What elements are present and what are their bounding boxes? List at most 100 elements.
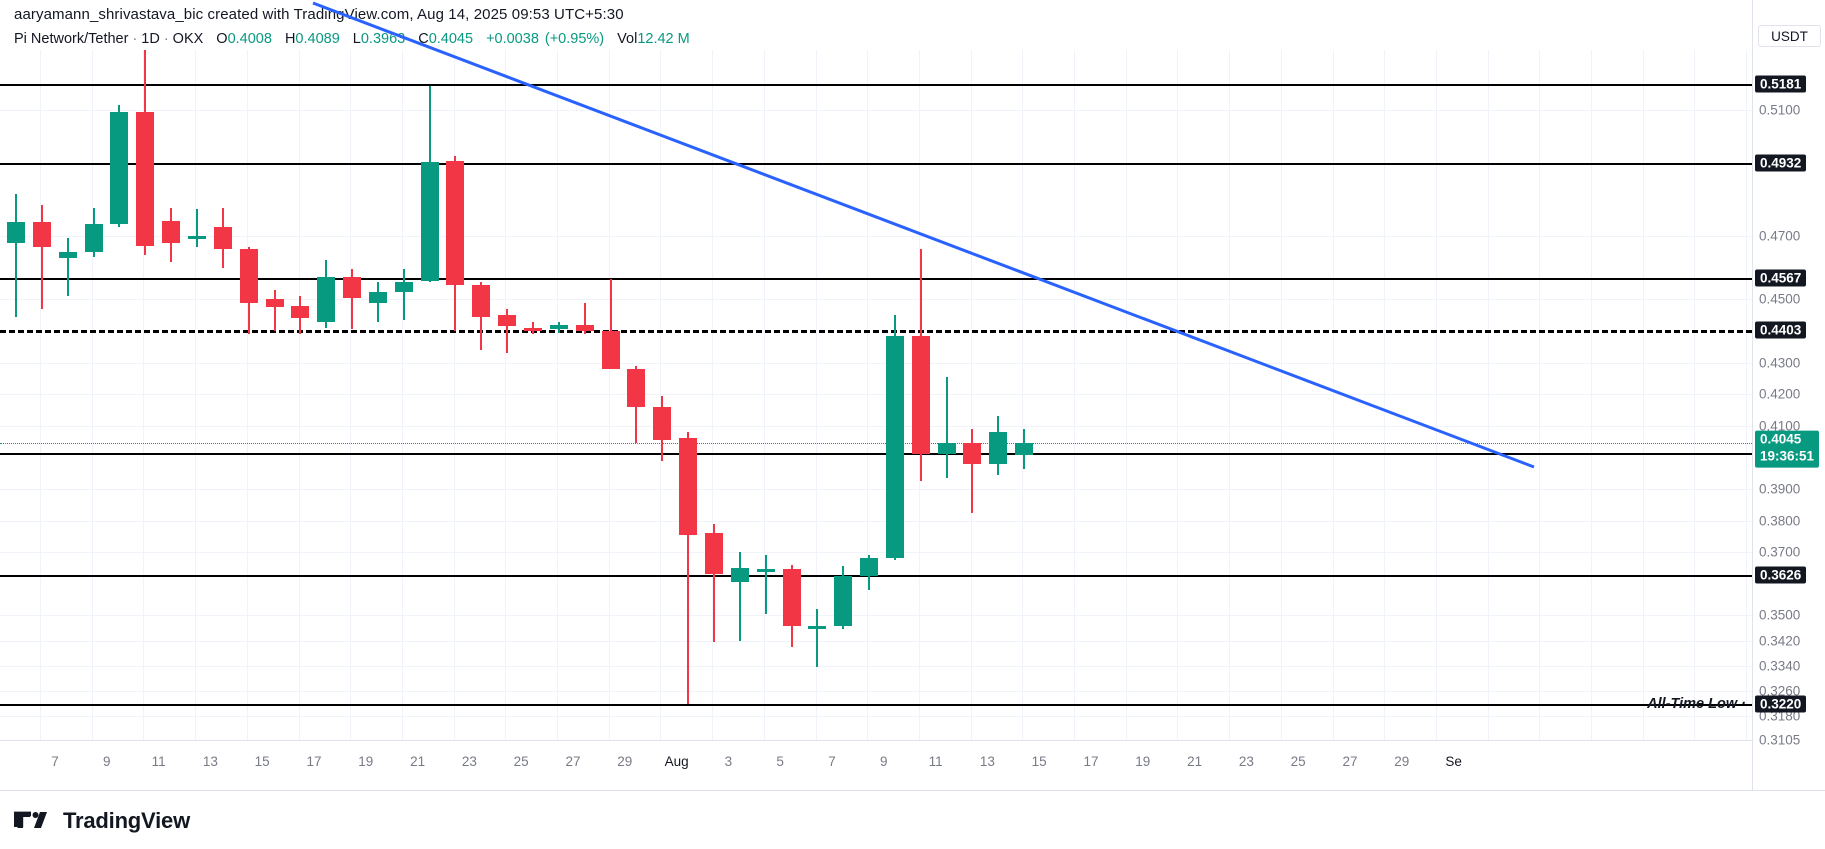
candle-body — [756, 569, 775, 572]
price-level-line[interactable] — [0, 575, 1752, 578]
candlestick — [394, 50, 413, 740]
candle-body — [32, 222, 51, 248]
price-tick-label: 0.3260 — [1759, 683, 1801, 699]
all-time-low-label: All-Time Low · — [1647, 695, 1746, 712]
time-tick-label: 19 — [1135, 754, 1151, 769]
price-axis[interactable]: USDT 0.5100 0.4700 0.4500 0.4300 0.4200 0.410… — [1752, 0, 1825, 790]
price-level-pill[interactable]: 0.3220 — [1755, 695, 1807, 713]
candle-body — [136, 111, 155, 246]
candlestick — [937, 50, 956, 740]
candlestick — [162, 50, 181, 740]
candlestick — [730, 50, 749, 740]
legend-high-value: 0.4089 — [295, 31, 340, 47]
candle-body — [187, 236, 206, 240]
candle-body — [601, 331, 620, 369]
price-level-pill[interactable]: 0.5181 — [1755, 75, 1807, 93]
candle-body — [653, 406, 672, 440]
legend-interval[interactable]: 1D — [141, 31, 160, 47]
candlestick — [110, 50, 129, 740]
time-tick-label: 25 — [513, 754, 529, 769]
time-tick-label: 7 — [828, 754, 836, 769]
chart-pane[interactable]: All-Time Low · — [0, 50, 1752, 741]
candle-body — [343, 277, 362, 298]
legend-close-label: C — [418, 31, 429, 47]
candlestick — [963, 50, 982, 740]
candle-body — [679, 438, 698, 535]
candle-body — [213, 226, 232, 249]
price-level-line[interactable] — [0, 703, 1752, 706]
candlestick — [549, 50, 568, 740]
candlestick — [472, 50, 491, 740]
candle-body — [472, 285, 491, 317]
time-tick-label: 13 — [202, 754, 218, 769]
grid-line-horizontal — [0, 488, 1752, 490]
time-tick-label: 9 — [103, 754, 111, 769]
legend-low-label: L — [352, 31, 361, 47]
candle-body — [446, 160, 465, 286]
candle-body — [549, 324, 568, 330]
candle-body — [524, 327, 542, 332]
candle-body — [394, 282, 413, 292]
candle-body — [317, 277, 336, 322]
time-tick-label: 23 — [1238, 754, 1254, 769]
legend-open-label: O — [216, 31, 228, 47]
candlestick — [756, 50, 775, 740]
legend-volume-label: Vol — [617, 31, 638, 47]
price-tick-label: 0.3105 — [1759, 732, 1801, 748]
price-tick-label: 0.3340 — [1759, 658, 1801, 674]
legend-change-percent: (+0.95%) — [544, 31, 605, 47]
price-level-pill[interactable]: 0.4403 — [1755, 321, 1807, 339]
candlestick — [7, 50, 25, 740]
candlestick — [420, 50, 439, 740]
time-tick-label: 29 — [1394, 754, 1410, 769]
candle-body — [989, 432, 1008, 464]
candle-body — [58, 252, 77, 259]
legend-exchange[interactable]: OKX — [172, 31, 204, 47]
candle-body — [730, 567, 749, 583]
footer-bar: TradingView — [0, 790, 1825, 849]
candle-body — [291, 305, 310, 319]
price-level-pill[interactable]: 0.4932 — [1755, 154, 1807, 172]
candle-body — [834, 575, 853, 627]
price-tick-label: 0.4500 — [1759, 291, 1801, 307]
time-tick-label: 13 — [979, 754, 995, 769]
candle-body — [808, 626, 827, 629]
price-level-pill[interactable]: 0.4567 — [1755, 269, 1807, 287]
tradingview-logo[interactable]: TradingView — [14, 808, 190, 834]
time-tick-label: 5 — [776, 754, 784, 769]
time-tick-label: 7 — [51, 754, 59, 769]
candlestick — [679, 50, 698, 740]
current-price-value: 0.4045 — [1760, 431, 1802, 447]
time-tick-label: 21 — [410, 754, 426, 769]
price-tick-label: 0.3420 — [1759, 633, 1801, 649]
time-axis[interactable]: 7 9 11 13 15 17 19 21 23 25 27 29 Aug 3 5 7 9 11 13 15 17 19 2… — [0, 740, 1752, 790]
legend-symbol[interactable]: Pi Network/Tether — [14, 31, 129, 47]
candle-wick — [738, 552, 741, 641]
candlestick — [601, 50, 620, 740]
candle-wick — [66, 237, 69, 297]
candle-body — [911, 335, 930, 455]
time-tick-label: 9 — [880, 754, 888, 769]
candlestick — [317, 50, 336, 740]
price-tick-label: 0.3180 — [1759, 708, 1801, 724]
price-tick-label: 0.3900 — [1759, 481, 1801, 497]
candle-wick — [945, 376, 948, 478]
candlestick — [524, 50, 542, 740]
legend-open-value: 0.4008 — [227, 31, 272, 47]
candle-body — [420, 162, 439, 281]
candlestick — [498, 50, 517, 740]
candle-body — [575, 324, 594, 332]
time-tick-label: 23 — [461, 754, 477, 769]
candle-body — [937, 443, 956, 455]
candle-wick — [712, 523, 715, 643]
candle-body — [239, 248, 258, 303]
candlestick — [343, 50, 362, 740]
candle-body — [84, 223, 103, 253]
price-level-pill[interactable]: 0.3626 — [1755, 566, 1807, 584]
current-price-pill[interactable]: 0.4045 19:36:51 — [1755, 430, 1820, 468]
price-tick-label: 0.5100 — [1759, 102, 1801, 118]
candlestick — [989, 50, 1008, 740]
candle-wick — [40, 204, 43, 309]
candlestick — [368, 50, 387, 740]
candlestick — [834, 50, 853, 740]
